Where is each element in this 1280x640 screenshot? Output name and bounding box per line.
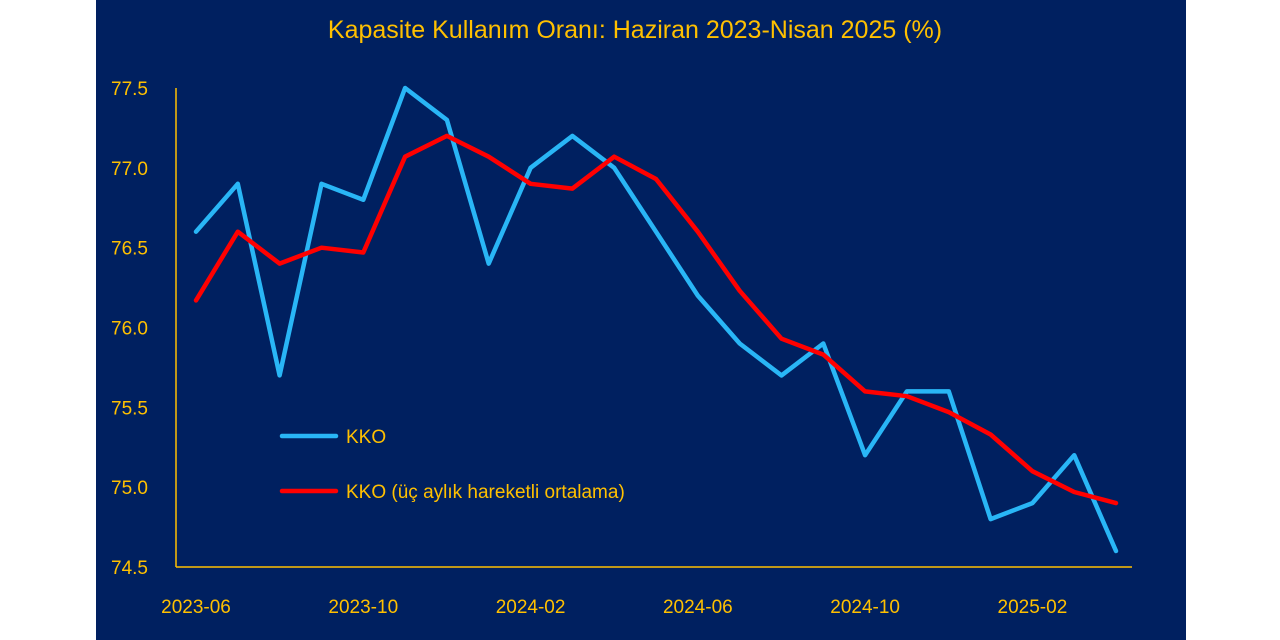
y-tick-label: 77.5 — [111, 79, 148, 100]
chart-panel: Kapasite Kullanım Oranı: Haziran 2023-Ni… — [96, 0, 1186, 640]
legend-label: KKO (üç aylık hareketli ortalama) — [346, 482, 625, 503]
x-tick-label: 2024-06 — [663, 597, 733, 618]
y-axis: 74.5 75.0 75.5 76.0 76.5 77.0 77.5 — [111, 79, 148, 579]
y-tick-label: 76.5 — [111, 239, 148, 260]
x-tick-label: 2024-02 — [496, 597, 566, 618]
x-tick-label: 2025-02 — [998, 597, 1068, 618]
x-axis: 2023-06 2023-10 2024-02 2024-06 2024-10 2025-… — [161, 597, 1067, 618]
x-tick-label: 2023-06 — [161, 597, 231, 618]
legend: KKO KKO (üç aylık hareketli ortalama) — [279, 427, 625, 503]
chart-title: Kapasite Kullanım Oranı: Haziran 2023-Ni… — [328, 16, 942, 44]
legend-label: KKO — [346, 427, 386, 448]
y-tick-label: 75.5 — [111, 398, 148, 419]
moving-average-series-line — [193, 133, 1119, 506]
y-tick-label: 75.0 — [111, 478, 148, 499]
kko-series-line — [193, 85, 1119, 554]
y-tick-label: 76.0 — [111, 319, 148, 340]
y-tick-label: 77.0 — [111, 159, 148, 180]
x-tick-label: 2024-10 — [830, 597, 900, 618]
series-group — [193, 85, 1119, 554]
line-chart: Kapasite Kullanım Oranı: Haziran 2023-Ni… — [111, 16, 1132, 618]
x-tick-label: 2023-10 — [328, 597, 398, 618]
y-tick-label: 74.5 — [111, 558, 148, 579]
